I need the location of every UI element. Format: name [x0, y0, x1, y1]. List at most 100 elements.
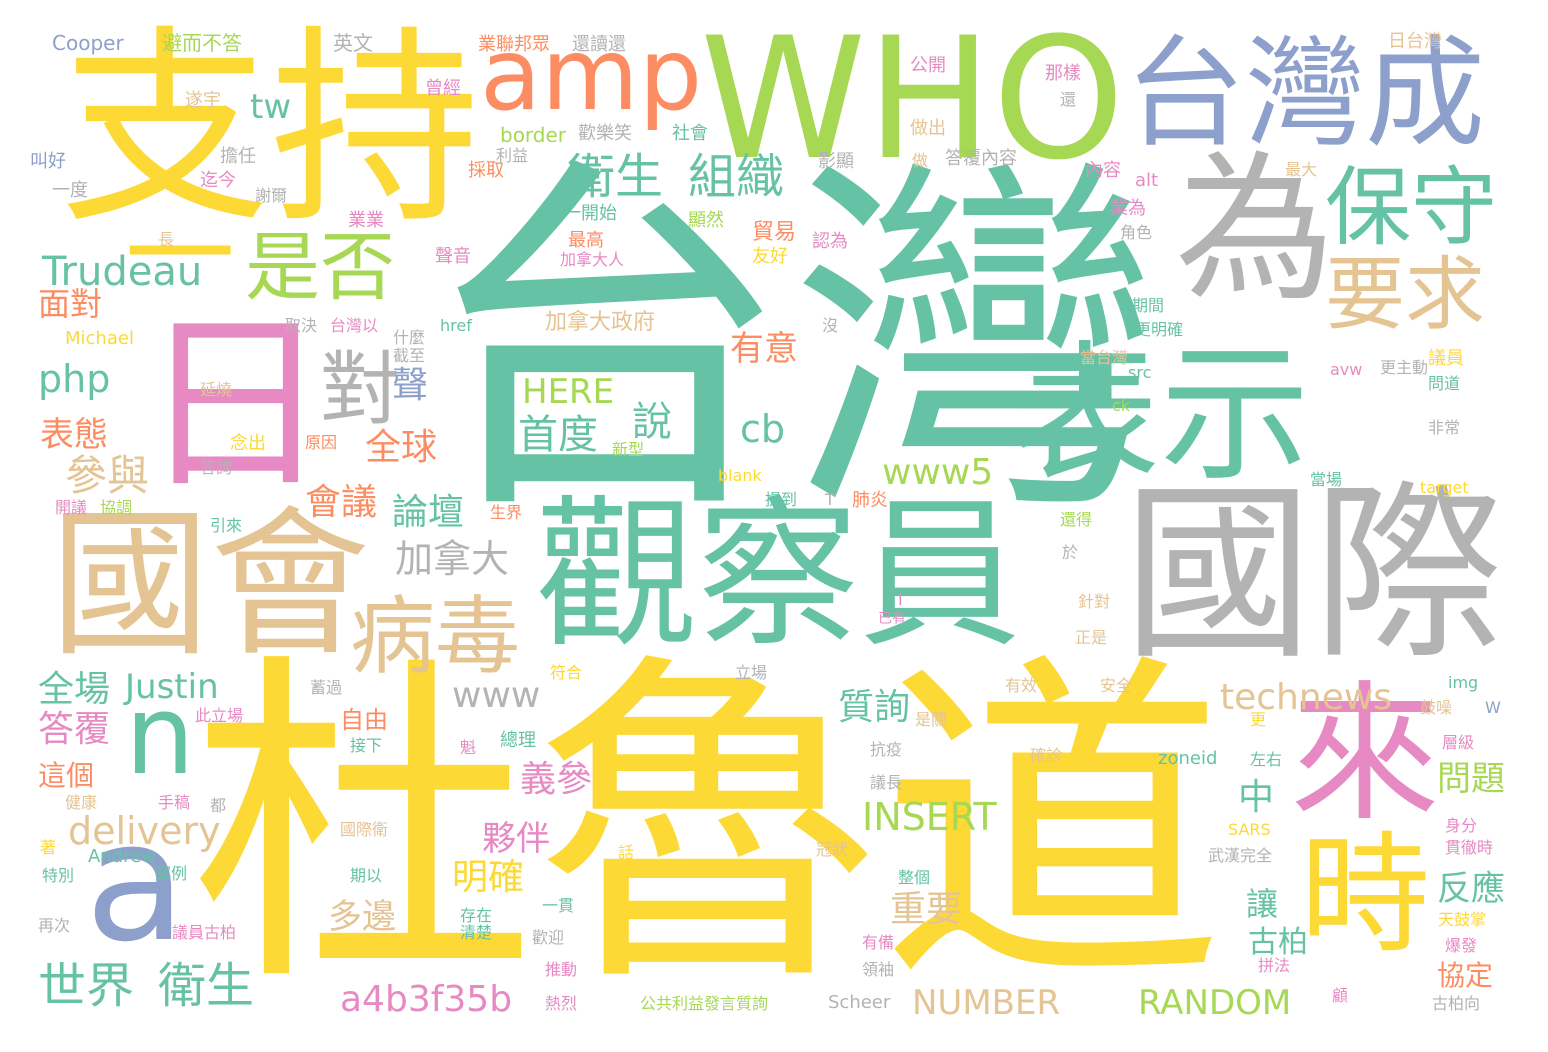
word: 總理: [500, 730, 536, 751]
word: 杜魯道: [190, 627, 1225, 1028]
word: 要求: [1325, 248, 1485, 341]
word: 台灣成: [1125, 25, 1485, 164]
word: ck: [1112, 396, 1131, 415]
word: RANDOM: [1138, 983, 1292, 1023]
word: 擔任: [220, 146, 256, 167]
word: 國會: [50, 491, 371, 678]
word: I: [898, 590, 903, 609]
word: 加拿大人: [560, 250, 625, 269]
word: 做出: [910, 118, 946, 139]
word: 推動: [545, 960, 578, 979]
word: Andrew: [88, 846, 156, 867]
word: img: [1448, 673, 1479, 692]
word: 身分: [1445, 816, 1478, 835]
word: 開議: [55, 498, 88, 517]
word: 台灣: [420, 130, 1160, 560]
word: 支持: [60, 7, 481, 252]
word: 清楚: [460, 923, 493, 942]
word: 夥伴: [482, 819, 550, 859]
word: n: [125, 671, 195, 799]
word: 表示: [1010, 328, 1311, 502]
word: 著: [40, 838, 57, 857]
word: 觀察員: [535, 482, 1021, 670]
word: 謝爾: [255, 186, 288, 205]
word: T: [825, 490, 835, 509]
word: 業為: [1110, 198, 1146, 219]
word: 曾經: [425, 78, 461, 99]
word: 蓄過: [310, 678, 343, 697]
word: 肺炎: [852, 490, 888, 511]
word: 議員: [1428, 348, 1464, 369]
word: php: [38, 357, 111, 401]
word: 當台灣: [1080, 348, 1129, 367]
word: Michael: [65, 328, 134, 349]
word: 期間: [1132, 296, 1165, 315]
word: 符合: [550, 663, 583, 682]
word: 公共利益發言質詢: [640, 994, 769, 1013]
word: 還: [1060, 90, 1077, 109]
word: 還得: [1060, 510, 1093, 529]
word: 為: [1175, 136, 1336, 323]
word: 立場: [735, 663, 768, 682]
word: 抗疫: [870, 740, 903, 759]
word: 引來: [210, 516, 243, 535]
word: 反應: [1437, 869, 1505, 909]
word: 歡迎: [532, 928, 565, 947]
word: delivery: [68, 809, 221, 853]
word: href: [440, 316, 472, 335]
word: 社會: [672, 123, 708, 144]
word: 加拿大: [395, 537, 510, 581]
word: 魁: [460, 738, 477, 757]
word: 非常: [1428, 418, 1461, 437]
word: 於: [1062, 543, 1079, 562]
word: 時: [1300, 819, 1431, 971]
word: 說: [632, 399, 672, 445]
word: 更明確: [1135, 320, 1184, 339]
word: 最大: [1285, 160, 1318, 179]
word: Trudeau: [42, 249, 203, 295]
word: 接下: [350, 736, 383, 755]
word: 一: [125, 191, 235, 319]
word: 左右: [1250, 750, 1283, 769]
word: 是關: [915, 710, 948, 729]
word: 什麼: [393, 328, 426, 347]
word: 更主動: [1380, 358, 1429, 377]
word: 讓: [1246, 885, 1279, 923]
word: WHO: [700, 1, 1125, 197]
word: 做: [912, 151, 929, 170]
word: 叫好: [30, 151, 66, 172]
word: 國際: [1123, 464, 1504, 685]
word: technews: [1220, 677, 1393, 718]
word: www: [452, 675, 541, 716]
word: 正是: [1075, 628, 1108, 647]
word: 特別: [42, 866, 75, 885]
word: alt: [1135, 170, 1159, 191]
word: 此立場: [195, 706, 244, 725]
word: 明確: [452, 857, 525, 898]
word: 首度: [518, 412, 598, 458]
word: 病毒: [350, 588, 521, 687]
word: 全場: [38, 669, 111, 710]
word: 迄今: [200, 170, 236, 191]
word: 古柏向: [1432, 994, 1481, 1013]
word: 當場: [1310, 470, 1343, 489]
word: 答覆內容: [945, 148, 1017, 169]
word: Scheer: [828, 992, 891, 1013]
word: 國際衛: [340, 820, 389, 839]
word: 有效: [1005, 676, 1038, 695]
word: 多邊: [328, 897, 396, 937]
word: 延燒: [200, 380, 233, 399]
word: 針對: [1078, 592, 1111, 611]
word: 冠狀: [816, 840, 849, 859]
word: HERE: [522, 372, 615, 412]
word: 答詢: [200, 458, 233, 477]
word: 整個: [898, 868, 931, 887]
word: 存在: [460, 906, 493, 925]
word: 原因: [305, 433, 338, 452]
word: 業業: [348, 210, 384, 231]
word: 角色: [1120, 223, 1153, 242]
word: 議長: [870, 773, 903, 792]
word: 認為: [812, 231, 848, 252]
word: 爆發: [1445, 936, 1478, 955]
